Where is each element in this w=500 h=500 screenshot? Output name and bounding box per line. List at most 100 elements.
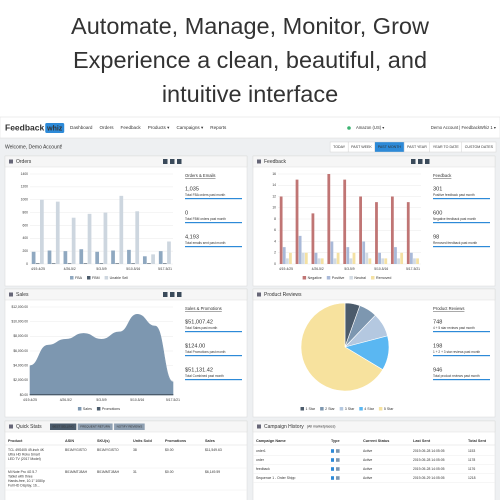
bar <box>298 235 302 264</box>
legend-swatch <box>326 276 331 280</box>
chart-tool-icon[interactable] <box>411 159 416 164</box>
chart-tool-icon[interactable] <box>170 292 175 297</box>
nav-item[interactable]: Campaigns ▾ <box>176 125 204 130</box>
nav-item[interactable]: Feedback <box>121 125 142 130</box>
bar <box>336 252 340 264</box>
cell-text: B01MYGISTO <box>65 448 87 452</box>
bar <box>285 258 289 264</box>
legend-label: Neutral <box>354 276 366 280</box>
side-label: Positive feedback past month <box>433 193 475 197</box>
bar <box>79 249 84 264</box>
y-tick-label: 12 <box>272 194 276 198</box>
range-button[interactable] <box>329 141 349 153</box>
region[interactable]: Amazon (US) ▾ <box>356 125 384 130</box>
campaign-link: feedback <box>256 467 270 471</box>
area <box>29 314 174 396</box>
bar <box>327 174 331 264</box>
side-heading: Feedback <box>433 173 452 178</box>
legend-label: Sales <box>83 407 92 411</box>
cell-text: Full HD Display, 16... <box>8 484 40 488</box>
legend-swatch <box>77 407 82 411</box>
legend-swatch <box>104 276 109 280</box>
y-tick-label: 6 <box>274 228 276 232</box>
cell-text: $11,549.63 <box>205 448 222 452</box>
chart-tool-icon[interactable] <box>418 159 423 164</box>
cell-text: 1153 <box>468 449 475 453</box>
tab-label[interactable]: NOTIFY REVIEWS <box>117 425 143 429</box>
type-icon <box>331 449 334 453</box>
cell-text: Hands-free, 10.1" 1080p <box>8 479 45 483</box>
column-header: ASIN <box>65 439 74 443</box>
y-tick-label: 1200 <box>21 185 29 189</box>
chart-tool-icon[interactable] <box>177 159 182 164</box>
nav-item[interactable]: Reports <box>210 125 227 130</box>
cell-text: Ultra HD Roku Smart <box>8 452 40 456</box>
y-tick-label: 14 <box>272 183 276 187</box>
column-header: Total Sent <box>468 439 487 443</box>
x-tick-label: 5/10-5/16 <box>374 267 388 271</box>
legend-swatch <box>70 276 74 280</box>
x-tick-label: 4/26-5/2 <box>64 267 76 271</box>
legend-label: 4 Star <box>364 407 374 411</box>
bar <box>352 252 356 264</box>
cell-text: 31 <box>133 470 137 474</box>
range-label[interactable]: PAST MONTH <box>378 145 402 149</box>
chart-tool-icon[interactable] <box>177 292 182 297</box>
nav-item[interactable]: Products ▾ <box>148 125 170 130</box>
legend-swatch <box>339 407 344 411</box>
bar <box>71 217 76 264</box>
chart-tool-icon[interactable] <box>170 159 175 164</box>
range-label[interactable]: CUSTOM DATES <box>465 145 494 149</box>
tab-label[interactable]: BEST SELLING <box>53 425 75 429</box>
x-tick-label: 5/10-5/16 <box>126 267 140 271</box>
y-tick-label: 800 <box>22 210 28 214</box>
headline-line: Experience a clean, beautiful, and <box>73 47 427 73</box>
side-bar <box>433 355 490 357</box>
nav-item[interactable]: Orders <box>99 125 114 130</box>
chart-tool-icon[interactable] <box>163 159 168 164</box>
y-tick-label: 200 <box>22 249 28 253</box>
side-bar <box>185 331 242 333</box>
legend-swatch <box>320 407 324 411</box>
cell-text: TCL 49S405 49-inch 4K <box>8 448 45 452</box>
tab-label[interactable]: FREQUENT RETURN <box>80 425 110 429</box>
side-value: $51,131.42 <box>185 367 213 373</box>
side-bar <box>433 198 490 200</box>
chart-tool-icon[interactable] <box>425 159 430 164</box>
welcome: Welcome, Demo Account! <box>5 144 62 150</box>
panel-header <box>4 155 248 168</box>
chart-tool-icon[interactable] <box>163 292 168 297</box>
tab[interactable] <box>114 423 145 431</box>
bar <box>375 202 378 264</box>
side-bar <box>185 222 242 224</box>
cell-text: 1218 <box>468 476 476 480</box>
range-label[interactable]: YEAR TO DATE <box>433 145 460 149</box>
side-value: 946 <box>433 367 442 373</box>
bar <box>131 263 135 264</box>
range-label[interactable]: PAST WEEK <box>351 145 372 149</box>
side-label: 4 + 5 star reviews past month <box>433 326 475 330</box>
y-tick-label: $6,000.00 <box>13 349 28 353</box>
side-heading: Orders & Emails <box>185 173 215 178</box>
area <box>29 393 174 396</box>
bar <box>397 258 400 264</box>
legend-swatch <box>378 407 383 411</box>
tab[interactable] <box>77 423 113 431</box>
account[interactable]: Demo Account | FeedbackWhiz 1 ▾ <box>431 125 496 130</box>
type-icon <box>336 449 340 453</box>
y-tick-label: 1400 <box>21 172 29 176</box>
legend-label: 5 Star <box>384 407 394 411</box>
x-tick-label: 4/26-5/2 <box>312 267 324 271</box>
tab[interactable] <box>50 423 77 431</box>
side-label: Total product reviews past month <box>433 374 480 378</box>
panel <box>252 155 496 287</box>
side-bar <box>433 379 490 381</box>
range-label[interactable]: PAST YEAR <box>407 145 427 149</box>
y-tick-label: $0.00 <box>20 393 28 397</box>
panel-icon <box>9 159 13 164</box>
bar <box>359 196 362 264</box>
campaign-link: Sequence 1 - Order Shipp <box>256 476 296 480</box>
range-label[interactable]: TODAY <box>333 145 346 149</box>
x-tick-label: 5/3-5/9 <box>96 267 106 271</box>
nav-item[interactable]: Dashboard <box>70 125 93 130</box>
